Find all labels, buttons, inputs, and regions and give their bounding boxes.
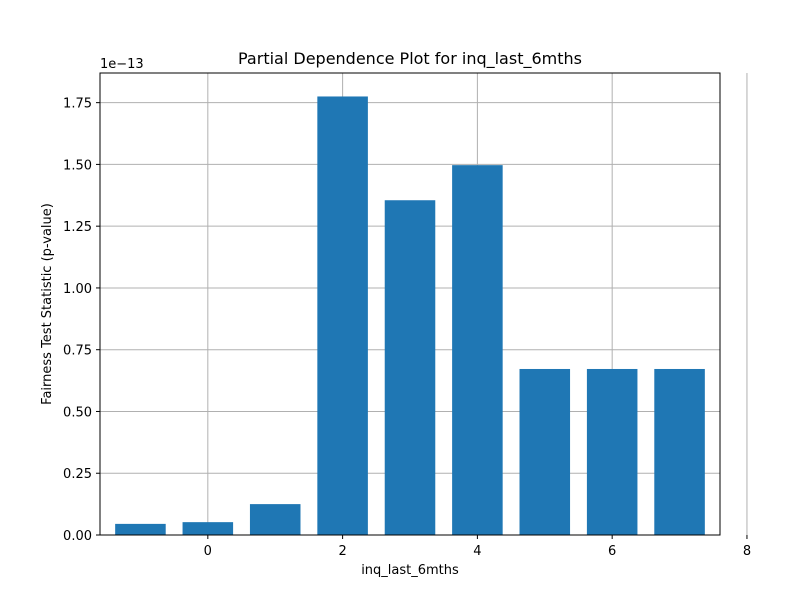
y-tick-label: 0.00 <box>63 529 92 544</box>
axis-ticks: 0 2 4 6 8 0.00 0.25 0.50 0.75 1.00 1.25 1.50 1.75 <box>63 97 751 559</box>
bar <box>182 522 234 535</box>
x-tick-label: 4 <box>473 544 481 559</box>
bar <box>519 368 571 535</box>
y-tick-label: 1.25 <box>63 220 92 235</box>
y-tick-label: 1.00 <box>63 282 92 297</box>
x-tick-label: 0 <box>204 544 212 559</box>
bar <box>384 200 436 535</box>
bar <box>249 504 301 535</box>
bar <box>586 368 638 535</box>
bar <box>654 368 705 535</box>
y-tick-label: 0.75 <box>63 344 92 359</box>
x-tick-label: 6 <box>608 544 616 559</box>
y-tick-label: 0.25 <box>63 467 92 482</box>
bar <box>317 96 368 536</box>
y-offset-label: 1e−13 <box>100 57 144 72</box>
bar <box>452 165 503 535</box>
y-tick-label: 1.75 <box>63 97 92 112</box>
x-tick-label: 8 <box>743 544 751 559</box>
x-axis-title: inq_last_6mths <box>361 563 459 578</box>
x-tick-label: 2 <box>338 544 346 559</box>
y-tick-label: 0.50 <box>63 405 92 420</box>
y-tick-label: 1.50 <box>63 158 92 173</box>
bars <box>115 96 705 536</box>
bar <box>115 523 166 535</box>
plot-frame <box>99 72 721 536</box>
y-axis-title: Fairness Test Statistic (p-value) <box>40 203 55 405</box>
chart-title: Partial Dependence Plot for inq_last_6mt… <box>238 49 582 69</box>
